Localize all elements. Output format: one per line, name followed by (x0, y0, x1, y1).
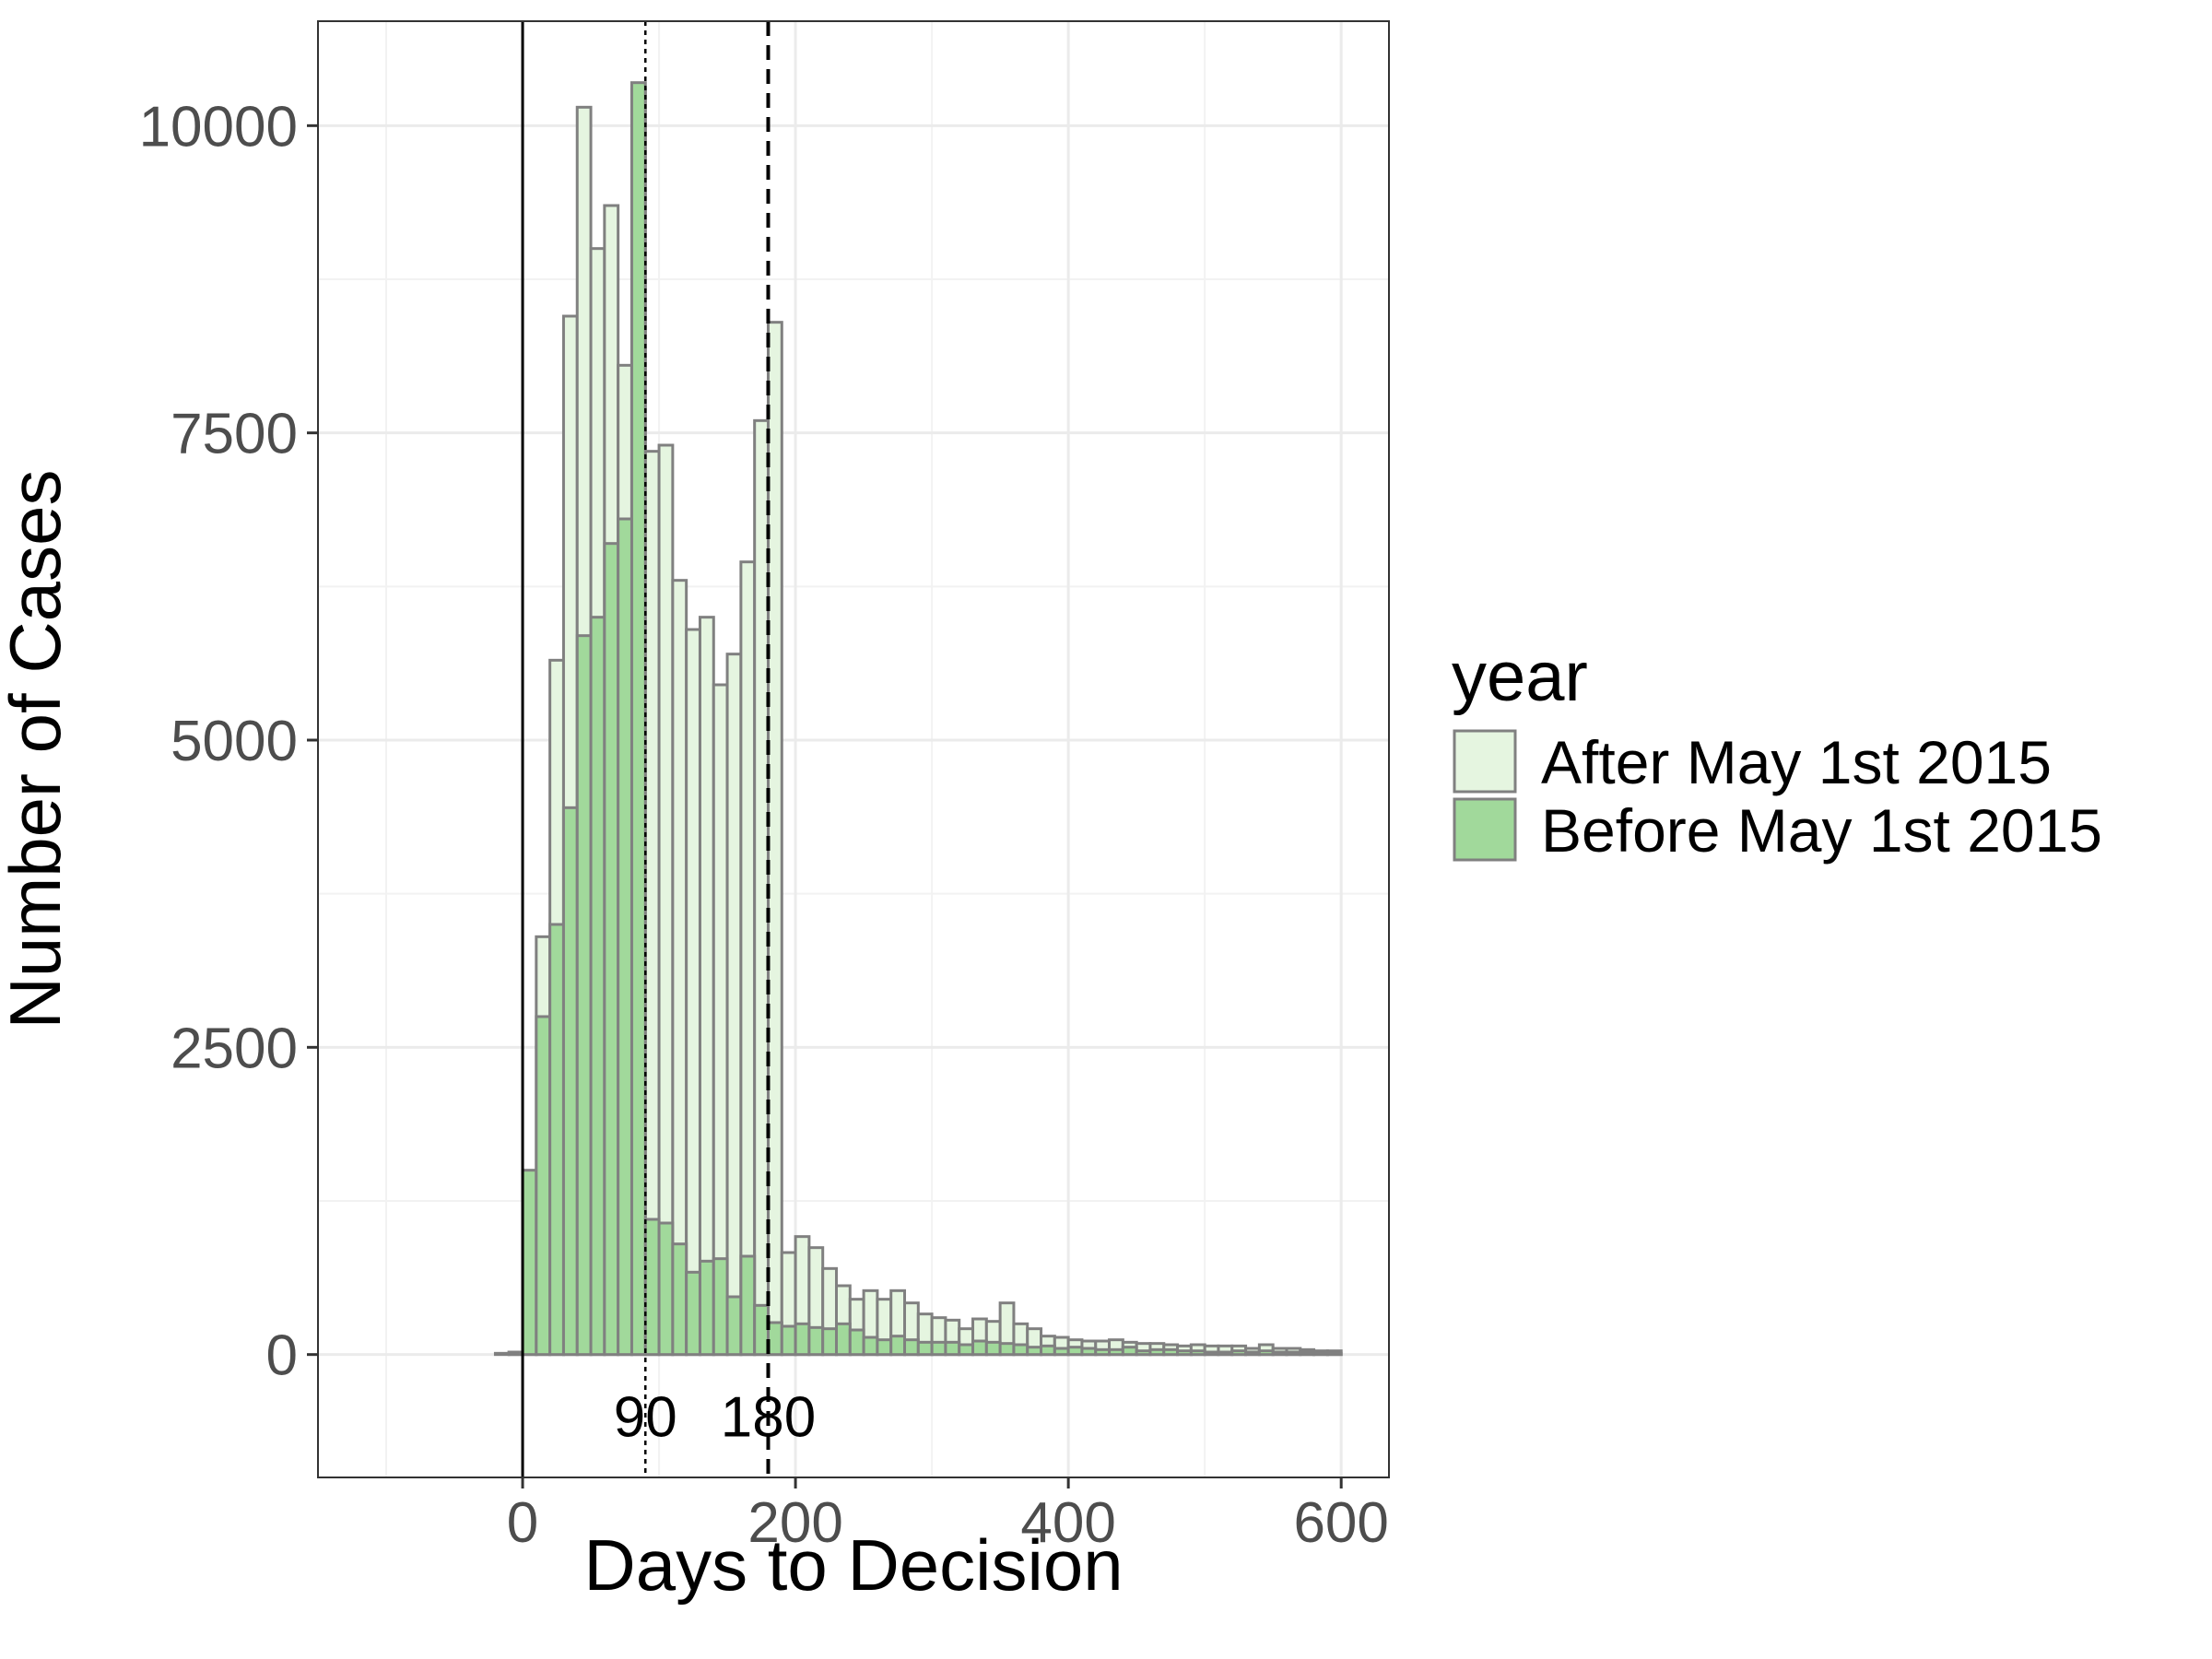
bar-after-may-2015 (712, 683, 729, 1357)
bar-before-may-2015 (589, 616, 606, 1357)
bar-before-may-2015 (657, 1221, 675, 1357)
bar-before-may-2015 (575, 634, 593, 1357)
bar-before-may-2015 (493, 1351, 511, 1357)
y-tick-label: 0 (266, 1324, 298, 1388)
bar-before-may-2015 (1066, 1346, 1084, 1357)
bar-before-may-2015 (848, 1328, 865, 1357)
bar-before-may-2015 (535, 1015, 552, 1357)
bar-before-may-2015 (1135, 1349, 1152, 1357)
bar-before-may-2015 (1271, 1350, 1288, 1357)
bar-before-may-2015 (1148, 1347, 1166, 1357)
bar-before-may-2015 (930, 1340, 947, 1357)
bar-before-may-2015 (903, 1338, 920, 1357)
bar-before-may-2015 (521, 1169, 538, 1357)
bar-before-may-2015 (780, 1324, 797, 1357)
bar-before-may-2015 (1257, 1349, 1275, 1357)
bar-before-may-2015 (1203, 1350, 1220, 1357)
bar-after-may-2015 (739, 560, 757, 1357)
bar-before-may-2015 (766, 1321, 783, 1357)
bar-before-may-2015 (1299, 1350, 1316, 1357)
vline-label-180: 180 (721, 1385, 816, 1449)
bar-before-may-2015 (1162, 1347, 1180, 1357)
bar-before-may-2015 (1176, 1349, 1193, 1357)
bar-after-may-2015 (685, 628, 701, 1357)
bar-before-may-2015 (698, 1259, 715, 1357)
bar-before-may-2015 (834, 1322, 852, 1357)
bar-before-may-2015 (753, 1303, 770, 1357)
y-tick-label: 10000 (139, 95, 298, 159)
legend-label-after: After May 1st 2015 (1541, 728, 2052, 796)
bar-before-may-2015 (862, 1335, 879, 1357)
bar-before-may-2015 (958, 1343, 975, 1357)
bar-before-may-2015 (971, 1339, 988, 1357)
bar-before-may-2015 (725, 1295, 743, 1357)
bar-before-may-2015 (984, 1340, 1002, 1357)
y-tick-label: 5000 (171, 710, 298, 773)
bar-before-may-2015 (1121, 1346, 1138, 1357)
x-axis: 0 200 400 600 (507, 1477, 1389, 1555)
bar-before-may-2015 (821, 1327, 838, 1357)
x-tick-label: 0 (507, 1491, 538, 1555)
bar-before-may-2015 (1325, 1351, 1343, 1357)
reference-lines: 90 180 (521, 21, 816, 1477)
x-tick-label: 600 (1293, 1491, 1388, 1555)
bar-before-may-2015 (561, 806, 579, 1357)
bar-before-may-2015 (1217, 1350, 1234, 1357)
bar-after-may-2015 (766, 321, 783, 1357)
x-axis-title: Days to Decision (583, 1524, 1123, 1606)
plot-panel-border (317, 20, 1390, 1478)
bar-before-may-2015 (807, 1325, 825, 1357)
bar-before-may-2015 (1094, 1347, 1112, 1357)
bar-before-may-2015 (1108, 1347, 1124, 1357)
y-axis-title: Number of Cases (0, 470, 76, 1030)
legend: year After May 1st 2015 Before May 1st 2… (1452, 638, 2102, 865)
legend-title: year (1452, 638, 1588, 716)
bar-before-may-2015 (1080, 1347, 1098, 1357)
bar-after-may-2015 (698, 616, 715, 1357)
bar-before-may-2015 (794, 1322, 811, 1357)
x-tick-label: 400 (1020, 1491, 1115, 1555)
y-tick-label: 2500 (171, 1017, 298, 1080)
legend-key-before (1453, 797, 1517, 862)
bar-before-may-2015 (629, 81, 647, 1357)
bar-before-may-2015 (1285, 1350, 1302, 1357)
bar-before-may-2015 (1230, 1349, 1248, 1357)
bar-before-may-2015 (507, 1350, 524, 1357)
bar-before-may-2015 (617, 517, 633, 1357)
bar-before-may-2015 (1053, 1347, 1070, 1357)
bar-before-may-2015 (1040, 1344, 1056, 1357)
bar-before-may-2015 (1189, 1349, 1206, 1357)
bar-before-may-2015 (685, 1270, 701, 1357)
y-tick-label: 7500 (171, 403, 298, 466)
bar-before-may-2015 (916, 1340, 934, 1357)
bar-before-may-2015 (1244, 1350, 1261, 1357)
bar-before-may-2015 (603, 542, 620, 1357)
bar-before-may-2015 (876, 1338, 893, 1357)
legend-entry-before: Before May 1st 2015 (1453, 796, 2102, 865)
bar-before-may-2015 (1026, 1346, 1043, 1357)
bar-before-may-2015 (1012, 1343, 1030, 1357)
bar-after-may-2015 (725, 653, 743, 1357)
bar-before-may-2015 (671, 1242, 688, 1357)
y-axis: 0 2500 5000 7500 10000 (139, 95, 318, 1388)
bar-before-may-2015 (944, 1340, 961, 1357)
series-before-may-2015 (493, 81, 1343, 1357)
legend-key-after (1453, 729, 1517, 794)
vline-label-90: 90 (614, 1385, 677, 1449)
bar-after-may-2015 (657, 443, 675, 1357)
bar-before-may-2015 (998, 1342, 1016, 1357)
bar-before-may-2015 (643, 1218, 661, 1357)
x-tick-label: 200 (747, 1491, 842, 1555)
bar-before-may-2015 (1312, 1351, 1329, 1357)
legend-label-before: Before May 1st 2015 (1541, 796, 2102, 865)
legend-entry-after: After May 1st 2015 (1453, 728, 2052, 796)
bar-before-may-2015 (889, 1335, 907, 1357)
bar-before-may-2015 (712, 1257, 729, 1357)
bar-after-may-2015 (753, 418, 770, 1357)
bar-after-may-2015 (671, 579, 688, 1357)
bar-before-may-2015 (548, 923, 565, 1357)
plot-panel-background (318, 21, 1389, 1477)
bar-before-may-2015 (739, 1254, 757, 1357)
